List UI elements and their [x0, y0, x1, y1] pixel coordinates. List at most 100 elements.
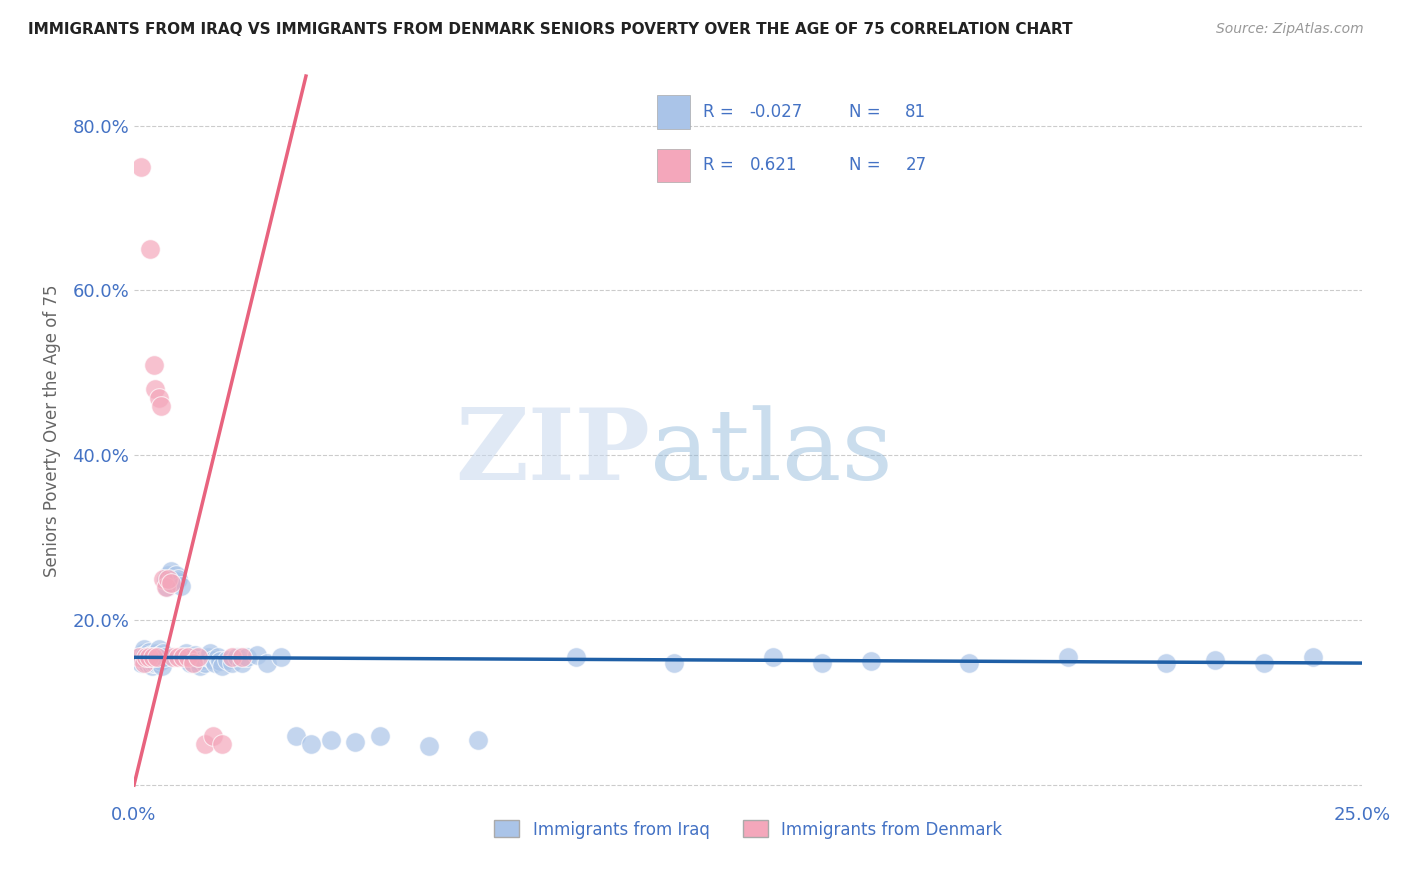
Point [135, 653, 157, 667]
Point [226, 650, 249, 665]
Legend: Immigrants from Iraq, Immigrants from Denmark: Immigrants from Iraq, Immigrants from De… [488, 814, 1010, 846]
Point [142, 656, 165, 670]
Point [138, 650, 160, 665]
Point [201, 653, 224, 667]
Point [194, 737, 217, 751]
Point [208, 655, 231, 669]
Point [957, 656, 980, 670]
Point [198, 646, 221, 660]
Point [155, 572, 177, 586]
Point [811, 656, 834, 670]
Point [162, 576, 184, 591]
Point [132, 642, 155, 657]
Point [145, 646, 167, 660]
Point [148, 642, 170, 657]
Point [159, 576, 181, 591]
Point [157, 567, 180, 582]
Point [418, 739, 440, 753]
Point [181, 650, 204, 665]
Point [1253, 656, 1275, 670]
Point [142, 653, 165, 667]
Point [169, 578, 191, 592]
Point [172, 650, 194, 665]
Point [157, 572, 180, 586]
Point [148, 648, 170, 662]
Point [256, 656, 278, 670]
Point [1204, 653, 1226, 667]
Point [134, 648, 156, 662]
Point [146, 650, 169, 665]
Point [191, 653, 214, 667]
Point [207, 650, 229, 665]
Point [187, 655, 209, 669]
Point [141, 648, 163, 662]
Point [179, 656, 201, 670]
Point [467, 732, 489, 747]
Point [136, 650, 159, 665]
Point [131, 160, 153, 174]
Point [285, 729, 308, 743]
Point [194, 656, 217, 670]
Point [177, 650, 200, 665]
Point [211, 658, 233, 673]
Point [148, 391, 170, 405]
Point [159, 576, 181, 591]
Point [231, 650, 253, 665]
Text: atlas: atlas [650, 405, 893, 500]
Point [221, 650, 243, 665]
Point [177, 653, 200, 667]
Point [134, 655, 156, 669]
Point [165, 567, 187, 582]
Point [142, 650, 165, 665]
Point [136, 656, 159, 670]
Point [565, 650, 588, 665]
Point [138, 656, 160, 670]
Point [141, 658, 163, 673]
Point [860, 655, 883, 669]
Point [139, 650, 162, 665]
Point [143, 383, 166, 397]
Point [138, 644, 160, 658]
Point [762, 650, 785, 665]
Point [172, 650, 194, 665]
Point [143, 650, 166, 665]
Point [211, 737, 233, 751]
Text: ZIP: ZIP [456, 404, 650, 501]
Point [1154, 656, 1177, 670]
Point [152, 646, 174, 660]
Point [159, 564, 181, 578]
Point [150, 399, 173, 413]
Point [231, 656, 253, 670]
Point [150, 655, 173, 669]
Point [167, 650, 190, 665]
Point [204, 656, 226, 670]
Point [153, 650, 176, 665]
Point [174, 646, 197, 660]
Y-axis label: Seniors Poverty Over the Age of 75: Seniors Poverty Over the Age of 75 [44, 285, 60, 577]
Point [128, 650, 150, 665]
Point [132, 646, 155, 660]
Point [128, 650, 150, 665]
Point [167, 572, 190, 586]
Point [187, 650, 209, 665]
Point [246, 648, 269, 662]
Point [368, 729, 391, 743]
Point [344, 735, 367, 749]
Point [197, 650, 219, 665]
Point [270, 650, 292, 665]
Point [1056, 650, 1078, 665]
Point [188, 658, 211, 673]
Point [217, 653, 239, 667]
Point [156, 580, 179, 594]
Point [142, 358, 165, 372]
Text: IMMIGRANTS FROM IRAQ VS IMMIGRANTS FROM DENMARK SENIORS POVERTY OVER THE AGE OF : IMMIGRANTS FROM IRAQ VS IMMIGRANTS FROM … [28, 22, 1073, 37]
Point [201, 729, 224, 743]
Point [155, 580, 177, 594]
Point [221, 656, 243, 670]
Point [150, 658, 173, 673]
Point [135, 650, 157, 665]
Point [181, 656, 204, 670]
Point [143, 656, 166, 670]
Point [162, 572, 184, 586]
Point [146, 656, 169, 670]
